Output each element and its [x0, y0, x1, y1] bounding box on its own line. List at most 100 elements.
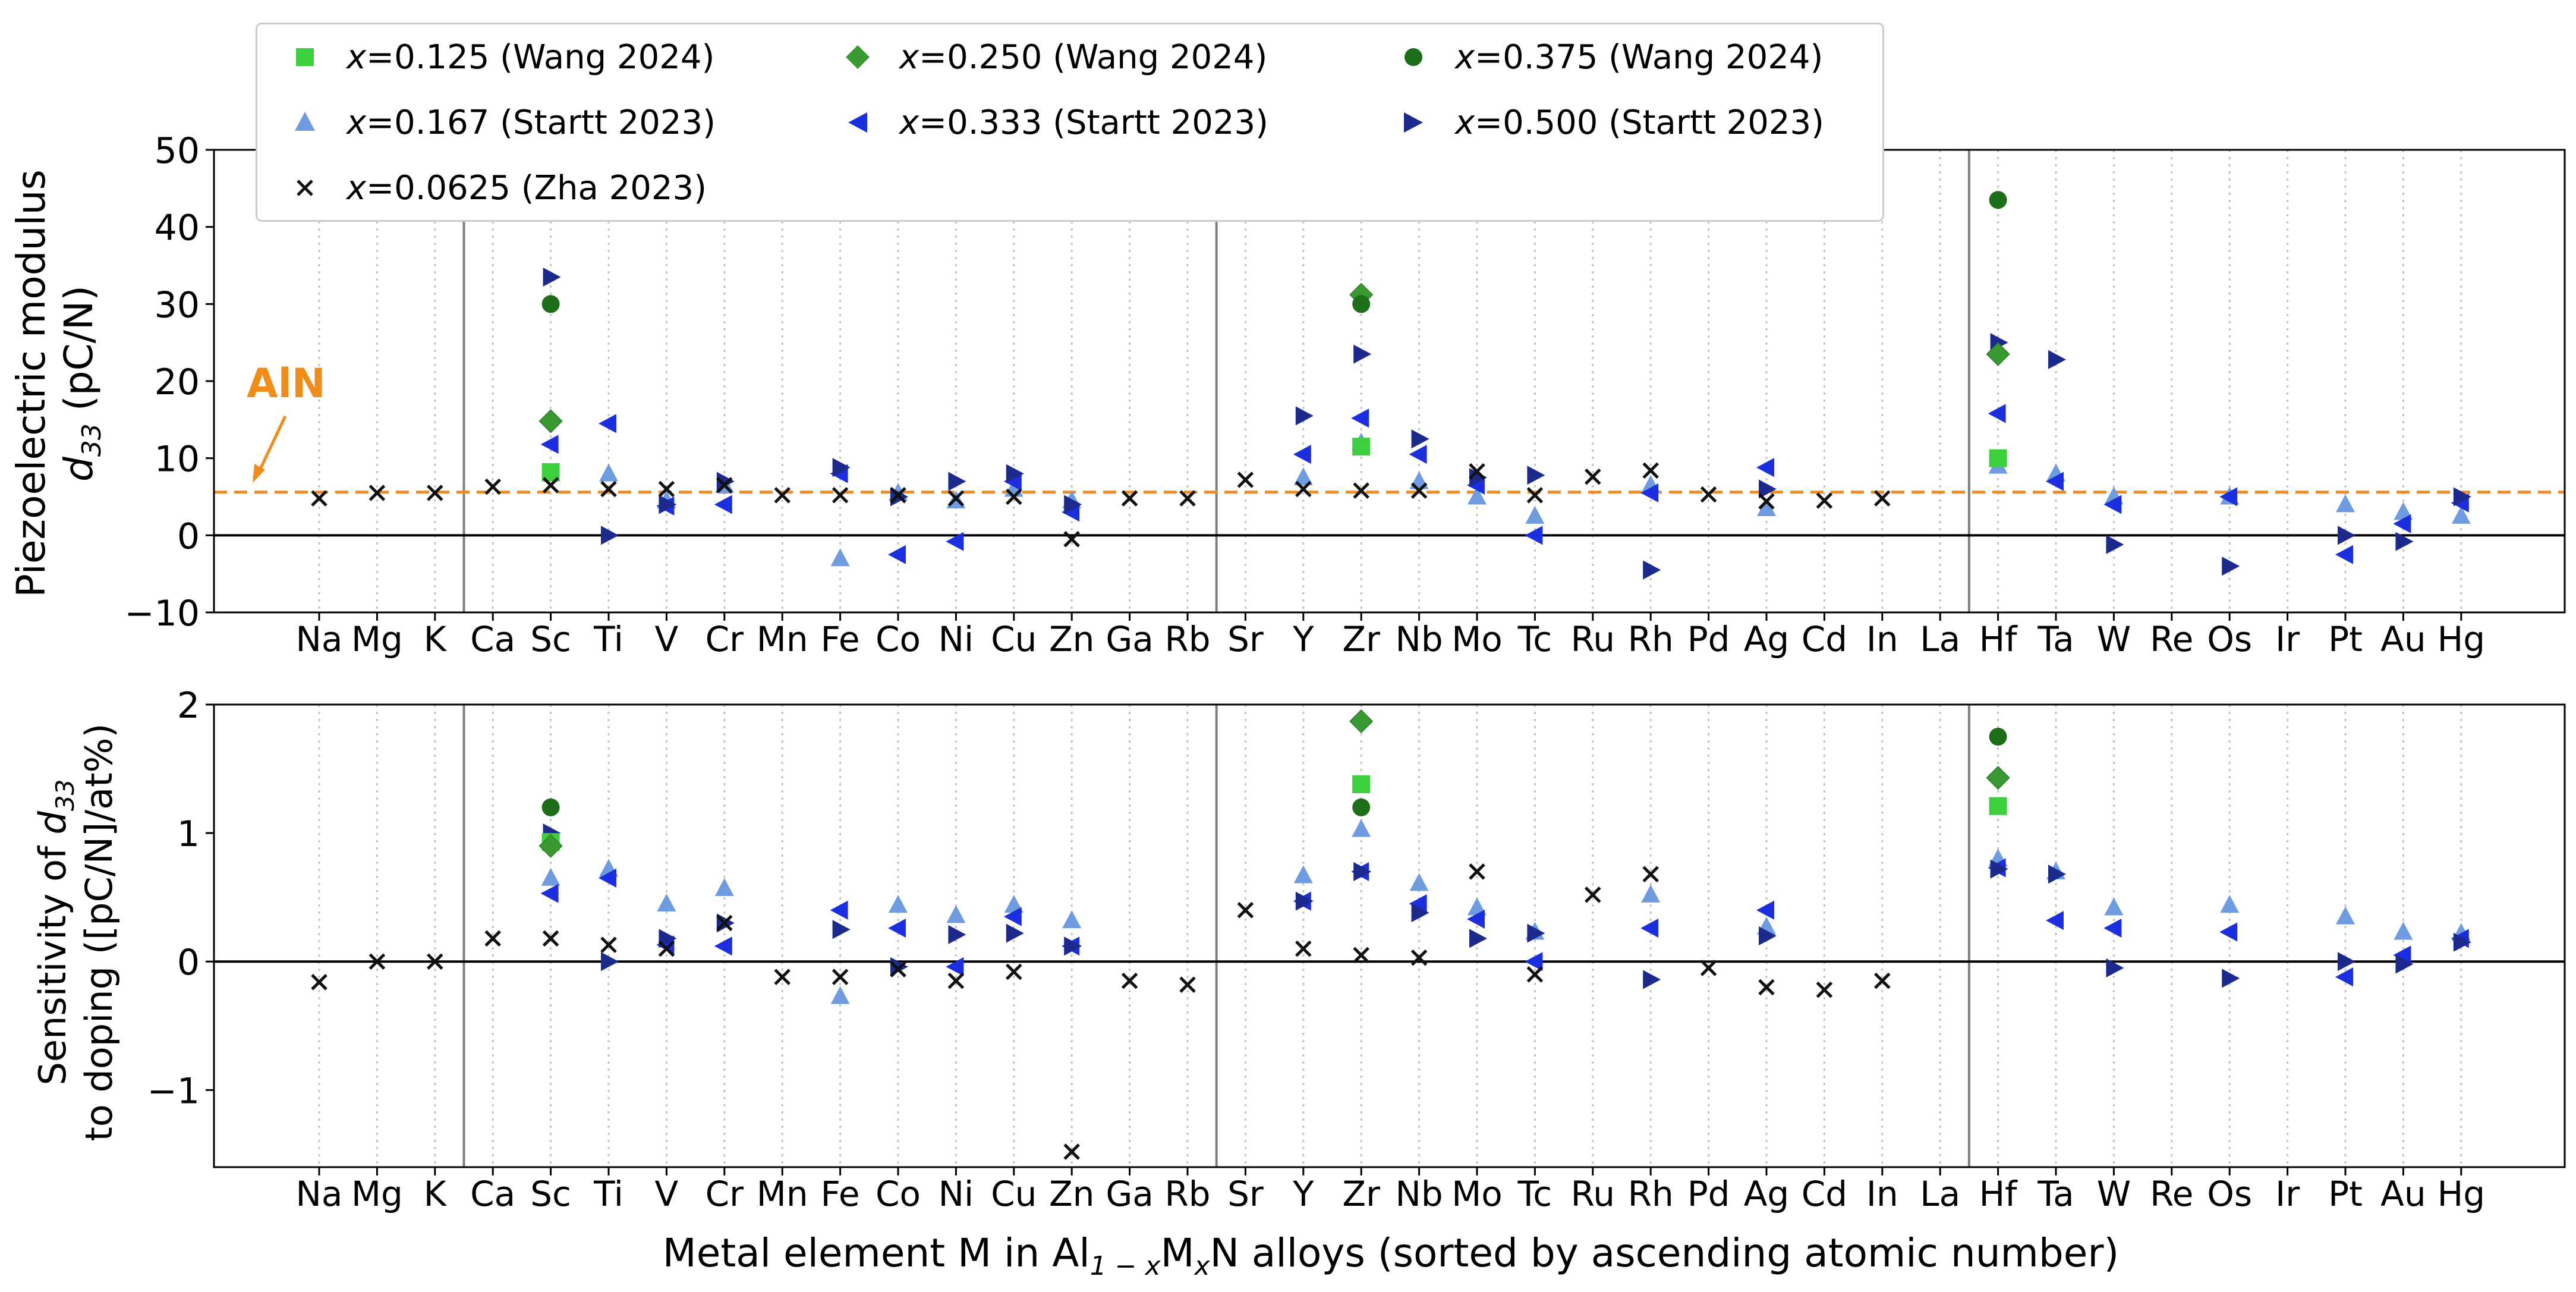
x-tick-label: Pd — [1687, 619, 1730, 659]
point-w375-hf — [1989, 728, 2007, 746]
point-s167-y — [1293, 467, 1313, 486]
point-s500-os — [2222, 557, 2240, 576]
x-tick-label: Na — [296, 1174, 343, 1214]
x-tick-label: Au — [2380, 619, 2426, 659]
y-tick-label: 10 — [155, 439, 200, 480]
point-z0625-ru — [1585, 469, 1601, 485]
point-z0625-ti — [600, 480, 617, 498]
point-z0625-cu — [1006, 488, 1022, 505]
legend-marker-x-icon — [297, 180, 313, 196]
point-s500-ta — [2048, 865, 2066, 884]
point-z0625-k — [427, 485, 443, 501]
point-z0625-ga — [1121, 490, 1138, 507]
point-z0625-ag — [1758, 979, 1775, 996]
point-s333-rh — [1640, 483, 1659, 503]
point-s167-nb — [1409, 873, 1429, 891]
point-z0625-ru — [1585, 887, 1601, 903]
x-tick-label: Rb — [1164, 619, 1210, 659]
point-s167-ag — [1757, 498, 1776, 516]
x-tick-label: Fe — [821, 1174, 860, 1214]
point-s333-os — [2219, 922, 2238, 942]
point-s500-tc — [1527, 923, 1545, 943]
point-s500-cu — [1006, 464, 1024, 483]
x-tick-label: Re — [2150, 619, 2193, 659]
legend-item-z0625: x=0.0625 (Zha 2023) — [281, 155, 707, 221]
x-tick-label: Cr — [706, 619, 744, 659]
point-z0625-ga — [1121, 972, 1138, 989]
point-s333-ta — [2046, 911, 2064, 931]
point-z0625-mo — [1469, 863, 1485, 880]
x-tick-label: Ag — [1744, 619, 1790, 659]
point-s500-ag — [1759, 479, 1777, 499]
point-z0625-sc — [542, 930, 559, 947]
point-s333-ni — [946, 957, 964, 976]
x-tick-label: La — [1920, 619, 1960, 659]
x-tick-label: Nb — [1395, 619, 1443, 659]
x-tick-label: Zr — [1342, 1174, 1380, 1214]
y-tick-label: 0 — [177, 515, 200, 557]
sensitivity-ylabel-line2: to doping ([pC/N]/at%) — [77, 724, 121, 1142]
point-z0625-rb — [1179, 976, 1196, 993]
point-z0625-co — [890, 487, 906, 504]
point-w125-hf — [1989, 449, 2007, 467]
point-s333-cr — [714, 495, 732, 514]
legend-marker-diamond-icon — [846, 45, 870, 69]
x-tick-label: Na — [296, 619, 343, 659]
point-s167-pt — [2336, 906, 2355, 925]
point-w125-zr — [1352, 775, 1371, 793]
point-s500-cu — [1006, 923, 1024, 943]
x-tick-label: Sr — [1227, 619, 1264, 659]
point-s500-ti — [601, 526, 619, 545]
point-z0625-pd — [1700, 960, 1717, 976]
point-s333-au — [2393, 945, 2411, 965]
point-s500-au — [2395, 954, 2414, 974]
x-tick-label: Zn — [1049, 619, 1095, 659]
point-s500-w — [2106, 958, 2124, 978]
point-s333-ni — [946, 532, 964, 551]
point-z0625-ti — [600, 936, 617, 953]
point-s500-nb — [1411, 903, 1429, 923]
x-tick-label: Rh — [1628, 1174, 1674, 1214]
point-s333-cr — [714, 936, 732, 956]
legend-marker-triangle-up-icon — [295, 112, 315, 131]
legend-marker-triangle-left-icon — [848, 112, 867, 133]
point-s333-fe — [830, 900, 848, 920]
point-s333-ta — [2046, 471, 2064, 491]
point-s333-au — [2393, 514, 2411, 533]
x-tick-label: Ni — [939, 1174, 974, 1214]
point-s500-zn — [1064, 495, 1082, 514]
point-s167-hg — [2451, 505, 2471, 524]
x-tick-label: Ag — [1744, 1174, 1790, 1214]
point-s500-w — [2106, 535, 2124, 554]
point-s500-ag — [1759, 926, 1777, 945]
point-w375-sc — [541, 798, 560, 816]
x-tick-label: La — [1920, 1174, 1960, 1214]
x-tick-label: Sc — [530, 1174, 571, 1214]
y-tick-label: 0 — [177, 942, 200, 983]
point-w375-sc — [541, 295, 560, 313]
point-z0625-in — [1874, 972, 1891, 989]
point-z0625-zr — [1353, 947, 1369, 964]
x-tick-label: Rb — [1164, 1174, 1210, 1214]
point-w250-sc — [538, 834, 563, 858]
point-s333-os — [2219, 487, 2238, 507]
point-z0625-na — [311, 490, 327, 507]
point-z0625-tc — [1526, 966, 1544, 983]
legend-marker-circle-icon — [1404, 48, 1422, 66]
x-tick-label: Zn — [1049, 1174, 1095, 1214]
point-s167-rh — [1641, 884, 1661, 903]
point-s333-y — [1293, 445, 1311, 464]
point-s333-ag — [1756, 458, 1774, 477]
legend-item-s500: x=0.500 (Startt 2023) — [1390, 90, 1824, 155]
point-z0625-v — [658, 480, 675, 498]
point-z0625-tc — [1526, 487, 1544, 504]
point-z0625-fe — [832, 487, 849, 504]
point-w250-hf — [1986, 342, 2010, 366]
point-s500-fe — [832, 458, 851, 477]
point-z0625-cu — [1006, 963, 1022, 980]
point-s333-nb — [1409, 894, 1427, 913]
point-z0625-mg — [369, 953, 386, 970]
point-s500-hg — [2453, 932, 2471, 952]
x-tick-label: Cd — [1802, 1174, 1847, 1214]
point-s500-v — [659, 495, 677, 514]
